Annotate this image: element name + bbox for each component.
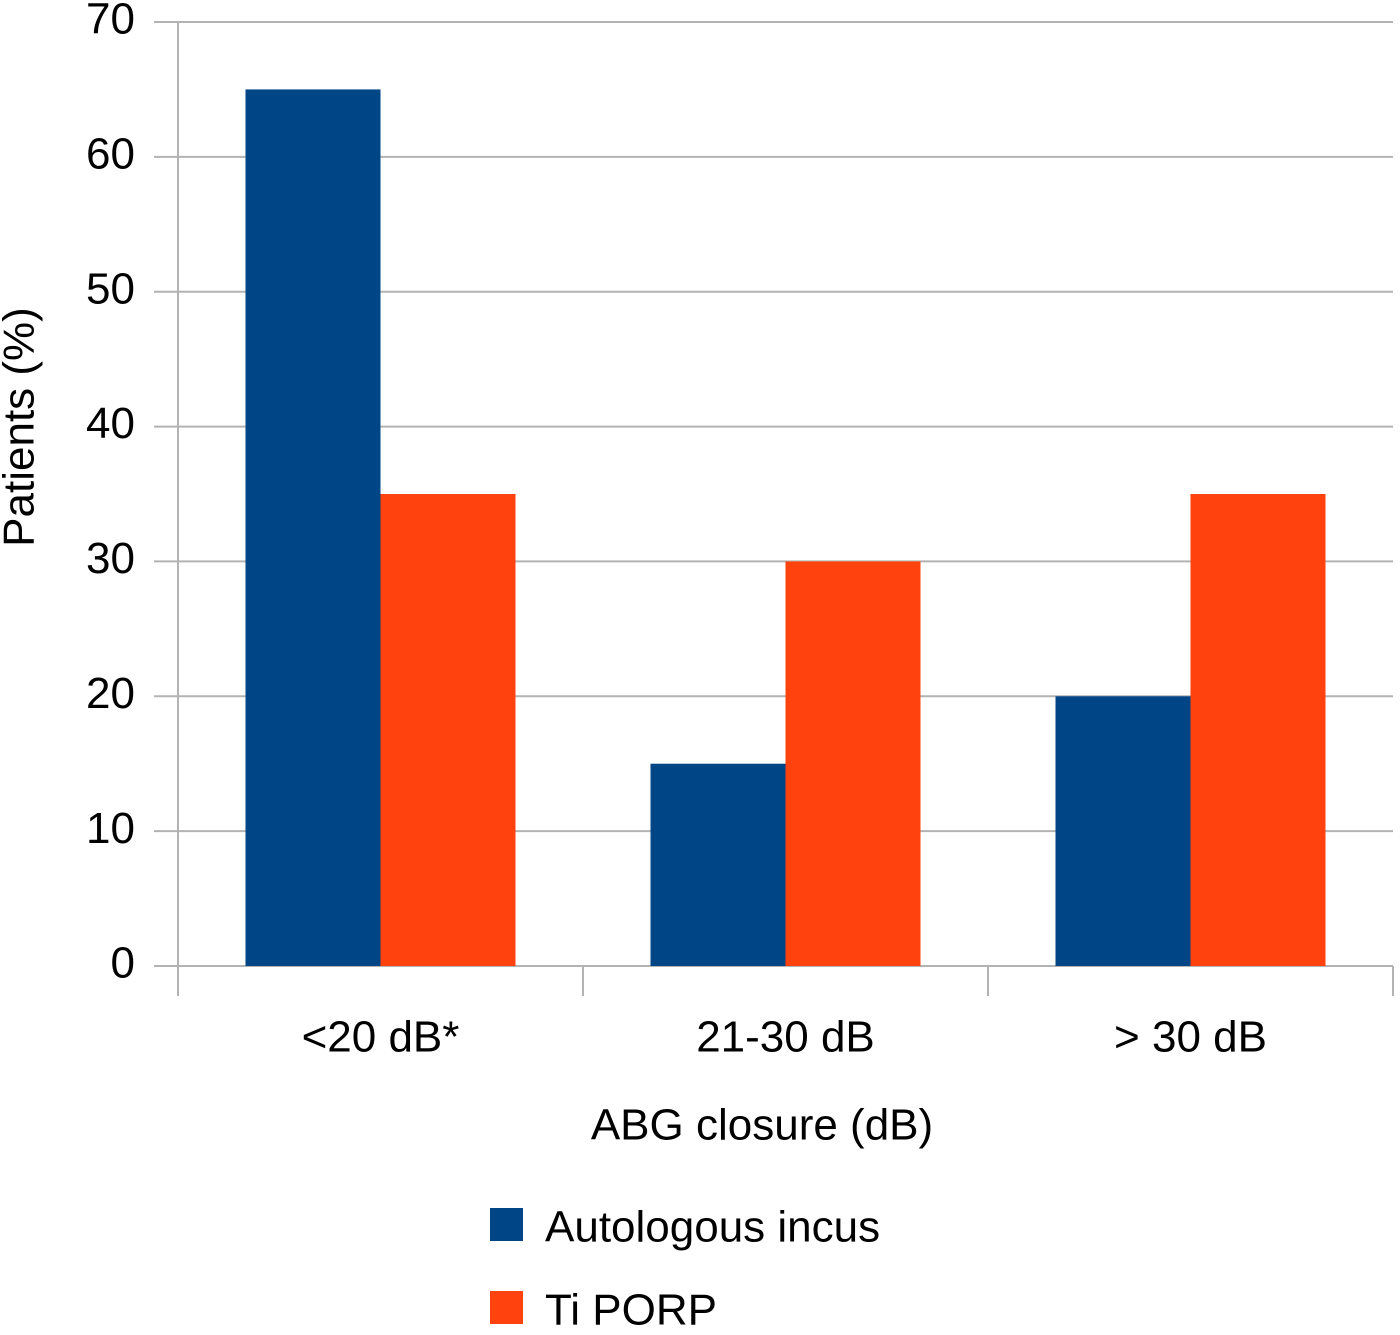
x-tick-label: <20 dB* [302, 1013, 460, 1062]
legend-swatch [490, 1208, 523, 1241]
y-tick-label: 20 [86, 669, 135, 718]
legend-label: Autologous incus [545, 1203, 880, 1252]
y-tick-label: 70 [86, 0, 135, 44]
x-tick-label: 21-30 dB [696, 1013, 875, 1062]
y-axis-title: Patients (%) [0, 307, 44, 547]
x-tick-label: > 30 dB [1114, 1013, 1267, 1062]
y-tick-label: 0 [111, 939, 135, 988]
bar [1055, 696, 1191, 966]
x-axis-title: ABG closure (dB) [591, 1101, 933, 1150]
legend-swatch [490, 1291, 523, 1324]
y-tick-label: 30 [86, 534, 135, 583]
bar [650, 763, 786, 966]
bar [245, 89, 381, 966]
y-tick-label: 40 [86, 399, 135, 448]
bar [380, 494, 516, 966]
y-tick-label: 50 [86, 264, 135, 313]
legend-label: Ti PORP [545, 1286, 717, 1335]
bar [1190, 494, 1326, 966]
y-tick-label: 10 [86, 804, 135, 853]
y-tick-label: 60 [86, 129, 135, 178]
bar [785, 561, 921, 966]
